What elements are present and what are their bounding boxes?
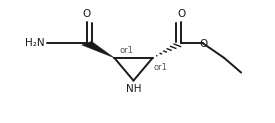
Text: O: O xyxy=(199,39,207,49)
Text: or1: or1 xyxy=(153,63,167,72)
Text: O: O xyxy=(82,9,91,19)
Text: or1: or1 xyxy=(120,46,133,55)
Text: H₂N: H₂N xyxy=(25,38,45,48)
Polygon shape xyxy=(82,41,114,58)
Text: NH: NH xyxy=(126,84,141,94)
Text: O: O xyxy=(177,9,186,19)
